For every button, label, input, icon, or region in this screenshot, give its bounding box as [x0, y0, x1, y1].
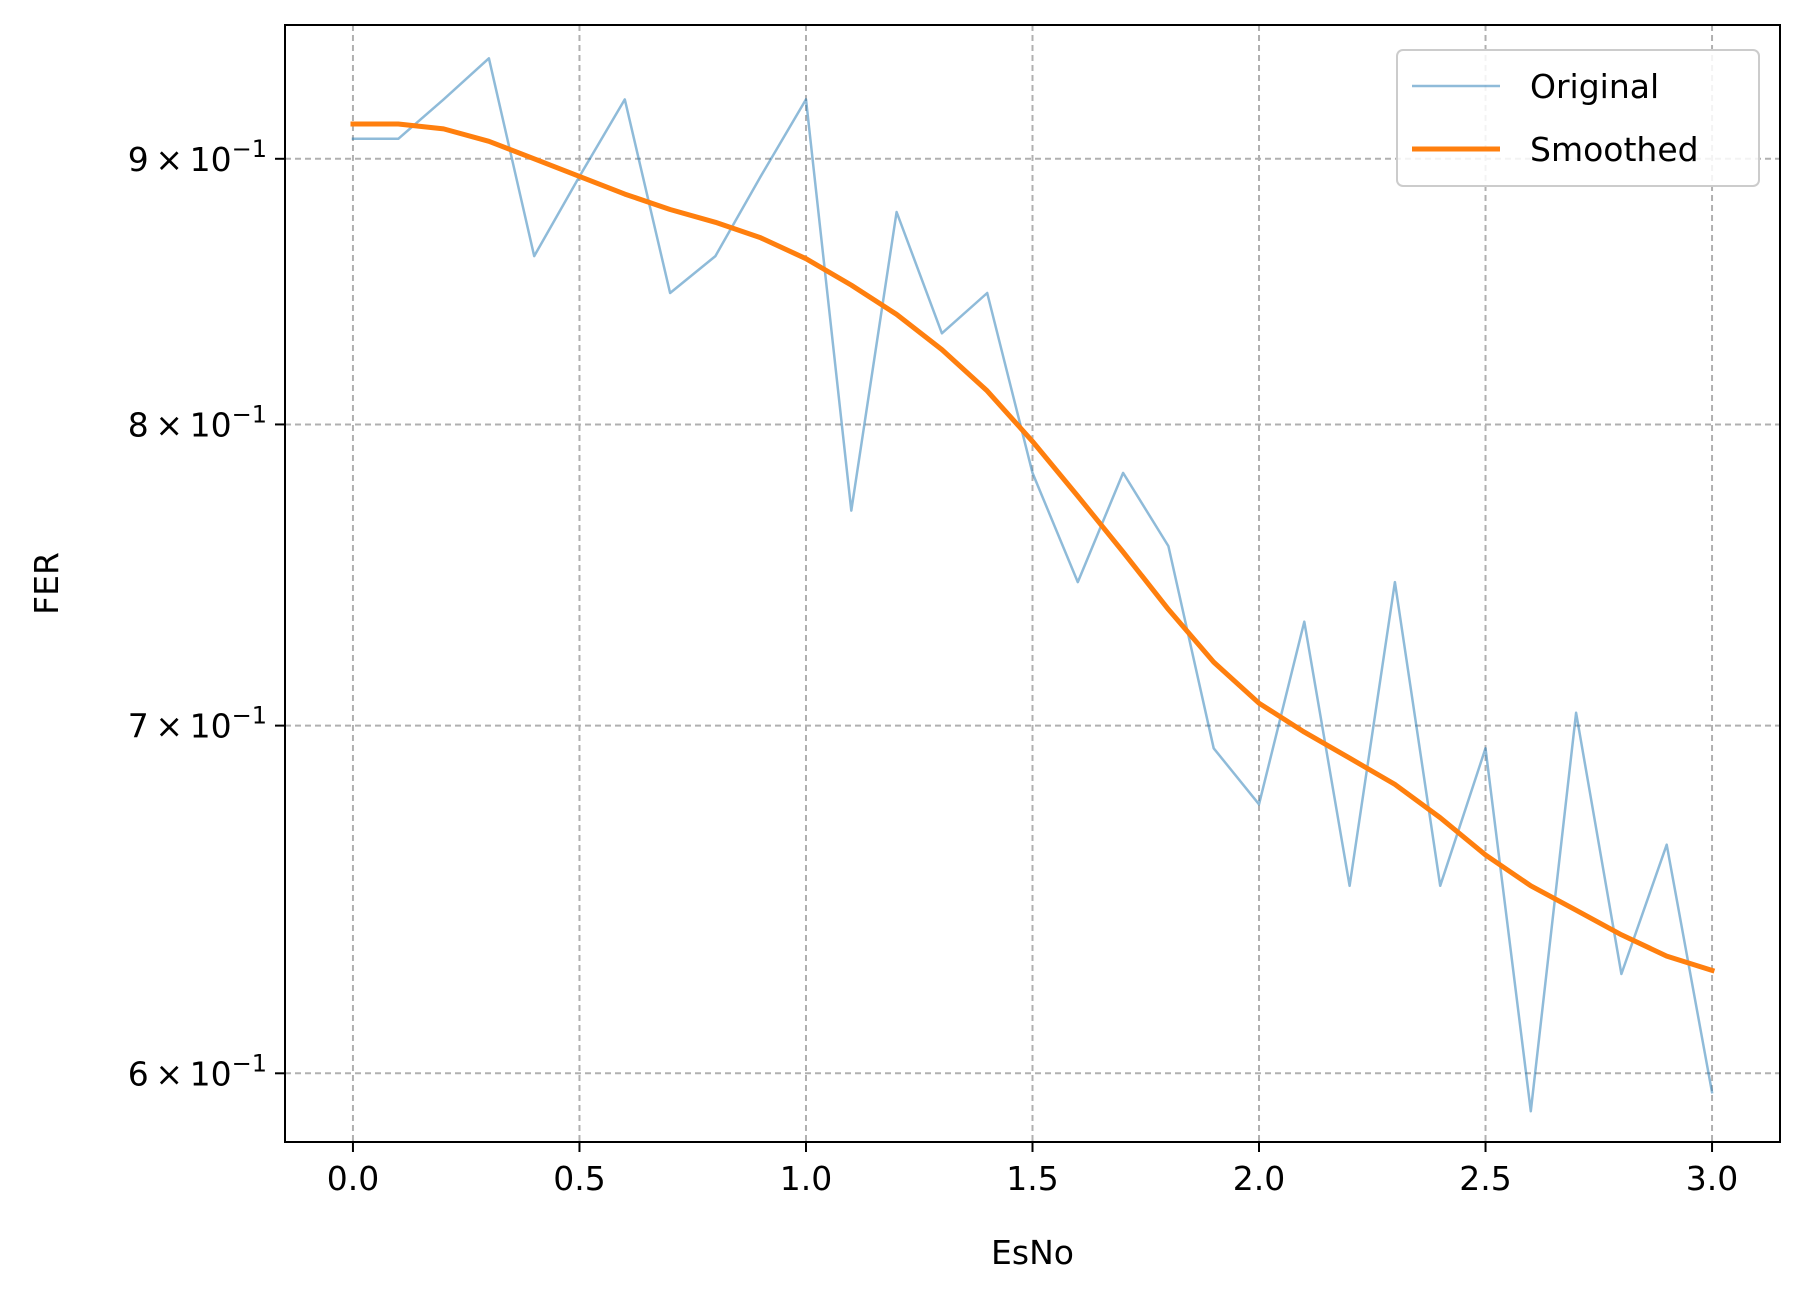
x-tick-label: 1.0 [780, 1159, 832, 1198]
x-tick-label: 0.0 [327, 1159, 379, 1198]
series-line-smoothed [350, 121, 1716, 974]
y-axis-ticks: 6 × 10−1 7 × 10−1 8 × 10−1 9 × 10−1 [128, 135, 285, 1093]
y-tick-label: 8 × 10−1 [128, 400, 267, 444]
legend-box [1396, 49, 1760, 187]
x-tick-label: 2.0 [1233, 1159, 1285, 1198]
legend: Original Smoothed [1396, 49, 1760, 187]
y-tick-label: 9 × 10−1 [128, 135, 267, 179]
x-tick-label: 0.5 [553, 1159, 605, 1198]
x-tick-label: 1.5 [1006, 1159, 1058, 1198]
series-lines [350, 57, 1716, 1113]
x-axis-label: EsNo [991, 1233, 1074, 1272]
x-tick-label: 3.0 [1686, 1159, 1738, 1198]
y-tick-label: 6 × 10−1 [128, 1049, 267, 1093]
y-tick-label: 7 × 10−1 [128, 702, 267, 746]
x-tick-label: 2.5 [1459, 1159, 1511, 1198]
legend-label-original: Original [1530, 67, 1659, 106]
x-axis-ticks: 0.0 0.5 1.0 1.5 2.0 2.5 3.0 [327, 1142, 1738, 1198]
y-axis-label: FER [27, 552, 66, 615]
legend-label-smoothed: Smoothed [1530, 130, 1699, 169]
